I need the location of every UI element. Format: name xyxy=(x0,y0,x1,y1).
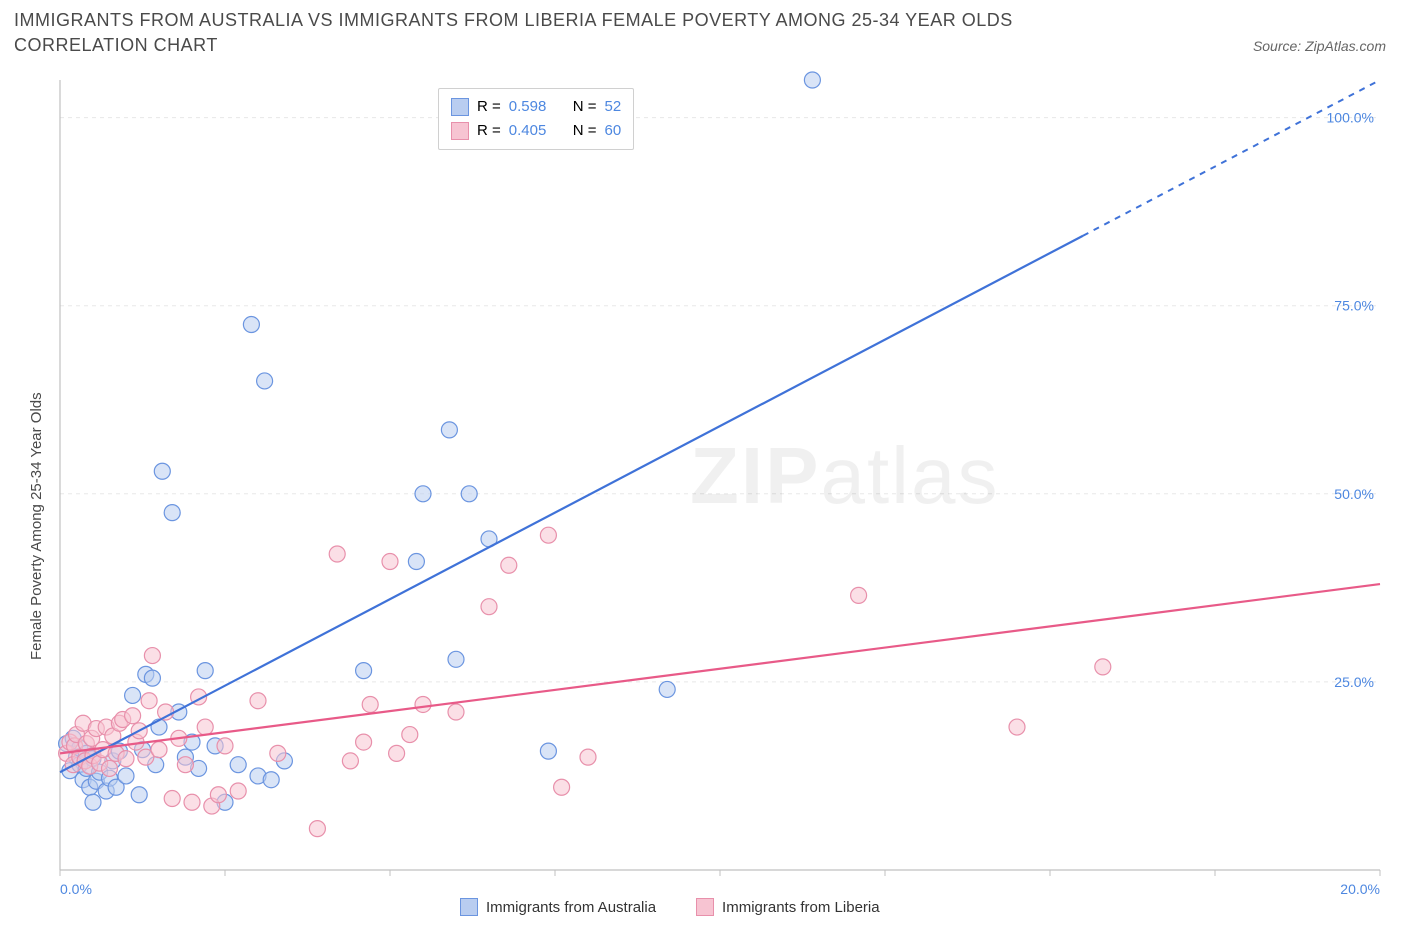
y-tick-label: 50.0% xyxy=(1334,486,1374,502)
data-point-liberia xyxy=(184,794,200,810)
legend-stat-row-liberia: R = 0.405 N = 60 xyxy=(451,119,621,143)
legend-r-label: R = xyxy=(477,95,501,119)
x-tick-label: 20.0% xyxy=(1340,881,1380,897)
data-point-liberia xyxy=(329,546,345,562)
data-point-liberia xyxy=(356,734,372,750)
data-point-liberia xyxy=(177,757,193,773)
data-point-liberia xyxy=(164,791,180,807)
x-tick-label: 0.0% xyxy=(60,881,92,897)
data-point-liberia xyxy=(309,821,325,837)
data-point-liberia xyxy=(342,753,358,769)
data-point-liberia xyxy=(118,751,134,767)
data-point-australia xyxy=(144,670,160,686)
legend-series: Immigrants from Australia Immigrants from… xyxy=(460,898,880,916)
data-point-australia xyxy=(356,663,372,679)
data-point-australia xyxy=(804,72,820,88)
data-point-liberia xyxy=(362,696,378,712)
data-point-liberia xyxy=(448,704,464,720)
data-point-liberia xyxy=(851,587,867,603)
data-point-australia xyxy=(118,768,134,784)
data-point-australia xyxy=(461,486,477,502)
data-point-australia xyxy=(131,787,147,803)
data-point-australia xyxy=(85,794,101,810)
data-point-liberia xyxy=(389,745,405,761)
data-point-australia xyxy=(441,422,457,438)
legend-r-label: R = xyxy=(477,119,501,143)
data-point-australia xyxy=(659,681,675,697)
data-point-australia xyxy=(540,743,556,759)
legend-item-label: Immigrants from Liberia xyxy=(722,899,880,916)
legend-n-label: N = xyxy=(573,119,597,143)
data-point-australia xyxy=(154,463,170,479)
data-point-liberia xyxy=(125,708,141,724)
data-point-australia xyxy=(408,554,424,570)
y-tick-label: 25.0% xyxy=(1334,674,1374,690)
data-point-liberia xyxy=(230,783,246,799)
data-point-australia xyxy=(257,373,273,389)
data-point-australia xyxy=(230,757,246,773)
data-point-australia xyxy=(448,651,464,667)
data-point-liberia xyxy=(210,787,226,803)
data-point-australia xyxy=(125,687,141,703)
data-point-liberia xyxy=(382,554,398,570)
legend-swatch xyxy=(696,898,714,916)
legend-swatch xyxy=(451,122,469,140)
data-point-liberia xyxy=(144,648,160,664)
legend-stats: R = 0.598 N = 52 R = 0.405 N = 60 xyxy=(438,88,634,150)
data-point-liberia xyxy=(141,693,157,709)
y-tick-label: 75.0% xyxy=(1334,298,1374,314)
legend-n-label: N = xyxy=(573,95,597,119)
legend-item-australia: Immigrants from Australia xyxy=(460,898,656,916)
trend-line-dashed-australia xyxy=(1083,80,1380,236)
data-point-liberia xyxy=(481,599,497,615)
data-point-liberia xyxy=(580,749,596,765)
data-point-liberia xyxy=(197,719,213,735)
legend-n-value: 60 xyxy=(605,119,622,143)
trend-line-australia xyxy=(60,236,1083,772)
data-point-australia xyxy=(164,505,180,521)
scatter-chart: 25.0% 50.0% 75.0% 100.0% 0.0% 20.0% xyxy=(0,0,1406,930)
data-point-liberia xyxy=(554,779,570,795)
legend-r-value: 0.405 xyxy=(509,119,565,143)
data-point-australia xyxy=(197,663,213,679)
y-tick-label: 100.0% xyxy=(1327,110,1374,126)
legend-item-liberia: Immigrants from Liberia xyxy=(696,898,880,916)
data-point-australia xyxy=(243,317,259,333)
data-point-liberia xyxy=(501,557,517,573)
data-point-liberia xyxy=(415,696,431,712)
legend-swatch xyxy=(460,898,478,916)
data-point-liberia xyxy=(151,742,167,758)
data-point-liberia xyxy=(270,745,286,761)
data-point-liberia xyxy=(402,727,418,743)
data-point-liberia xyxy=(1009,719,1025,735)
data-point-liberia xyxy=(217,738,233,754)
data-point-liberia xyxy=(250,693,266,709)
legend-swatch xyxy=(451,98,469,116)
legend-item-label: Immigrants from Australia xyxy=(486,899,656,916)
data-point-australia xyxy=(415,486,431,502)
legend-stat-row-australia: R = 0.598 N = 52 xyxy=(451,95,621,119)
data-point-australia xyxy=(263,772,279,788)
legend-r-value: 0.598 xyxy=(509,95,565,119)
data-point-liberia xyxy=(102,760,118,776)
legend-n-value: 52 xyxy=(605,95,622,119)
data-point-liberia xyxy=(1095,659,1111,675)
data-point-liberia xyxy=(540,527,556,543)
